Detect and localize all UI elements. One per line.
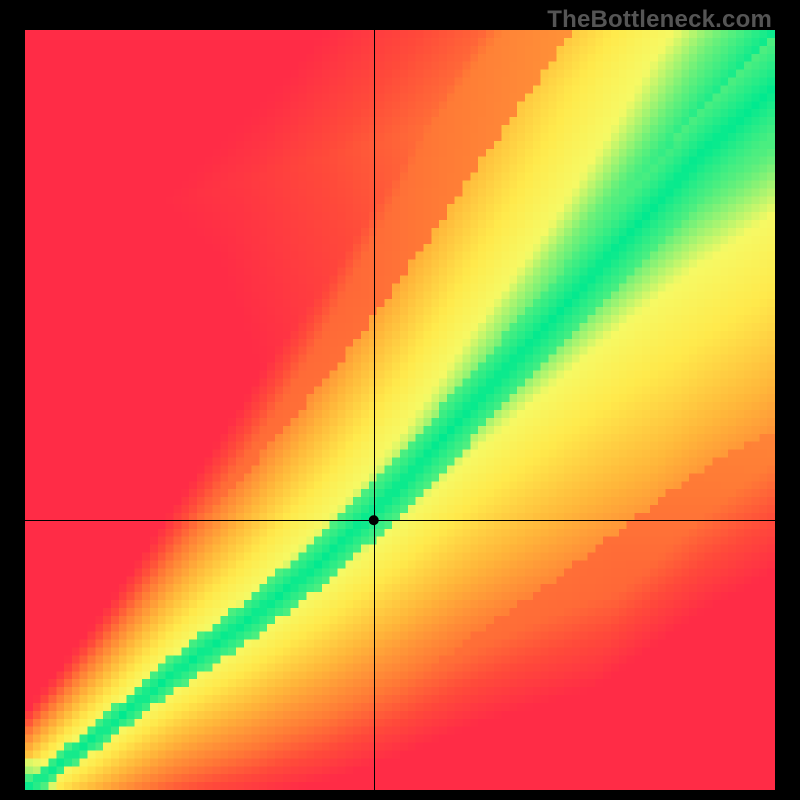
chart-container: { "meta": { "source_label": "TheBottlene… [0,0,800,800]
crosshair-overlay [25,30,775,790]
